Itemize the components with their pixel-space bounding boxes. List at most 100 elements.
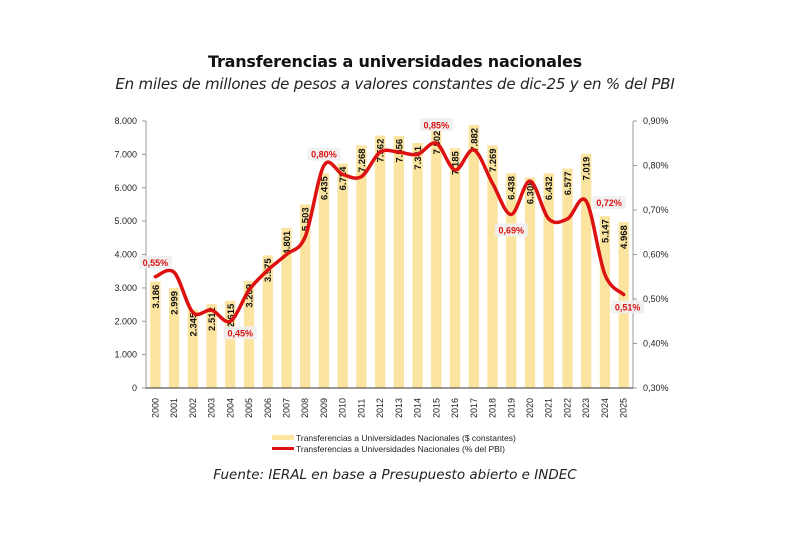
legend-item-bars: Transferencias a Universidades Nacionale… [272,432,516,443]
y-left-tick-label: 5.000 [114,216,137,226]
x-tick-label-2014: 2014 [413,398,423,418]
annotation-box [419,118,453,132]
y-right-tick-label: 0,30% [643,383,669,393]
annotation-box [223,326,257,340]
bar-2003 [206,304,217,388]
bar-2012 [374,135,386,388]
bar-2021 [543,173,554,388]
bar-2007 [281,227,292,388]
bar-value-label-2020: 6.308 [525,180,536,204]
x-tick-label-2007: 2007 [281,398,291,418]
y-left-tick-label: 3.000 [114,283,137,293]
bar-value-label-2001: 2.999 [170,291,181,315]
x-tick-label-2023: 2023 [581,398,591,418]
bar-value-label-2005: 3.209 [245,284,256,308]
bar-value-label-2016: 7.185 [451,150,462,174]
bar-2017 [468,124,479,389]
bar-value-label-2018: 7.269 [488,148,499,172]
bar-value-label-2021: 6.432 [544,176,555,200]
bar-2000 [150,281,161,388]
x-tick-label-2013: 2013 [394,398,404,418]
y-left-tick-label: 0 [132,383,137,393]
bar-2018 [487,145,498,388]
bar-value-label-2010: 6.724 [338,166,349,190]
x-tick-label-2005: 2005 [244,398,254,418]
x-tick-label-2021: 2021 [544,398,554,418]
bar-value-label-2019: 6.438 [507,176,518,200]
bar-value-label-2023: 7.019 [582,157,593,181]
bar-value-label-2002: 2.345 [188,312,199,336]
x-tick-label-2015: 2015 [431,398,441,418]
annotation-label-2015: 0,85% [424,120,450,130]
y-left-tick-label: 1.000 [114,350,137,360]
annotation-box [138,255,172,269]
y-right-tick-label: 0,60% [643,250,669,260]
chart-title: Transferencias a universidades nacionale… [207,52,583,71]
x-tick-label-2020: 2020 [525,398,535,418]
bar-2004 [225,300,236,388]
annotation-label-2004: 0,45% [228,328,254,338]
annotation-box [307,147,341,161]
x-tick-label-2001: 2001 [169,398,179,418]
pbi-line [153,141,626,324]
bar-2006 [262,255,273,388]
annotation-box [611,300,645,314]
bar-value-label-2007: 4.801 [282,230,293,254]
x-tick-label-2006: 2006 [263,398,273,418]
y-left-tick-label: 2.000 [114,316,137,326]
x-tick-label-2004: 2004 [225,398,235,418]
x-tick-label-2017: 2017 [469,398,479,418]
x-tick-label-2024: 2024 [600,398,610,418]
bar-2022 [562,168,573,388]
bar-value-label-2017: 7.882 [469,128,480,152]
bar-value-label-2004: 2.615 [226,303,237,327]
bar-2011 [356,145,367,388]
bar-value-label-2011: 7.268 [357,148,368,172]
x-tick-label-2016: 2016 [450,398,460,418]
x-tick-label-2011: 2011 [356,399,366,418]
bar-2019 [506,173,517,388]
bar-value-label-2009: 6.435 [319,176,330,200]
bar-value-label-2000: 3.186 [151,285,162,309]
x-tick-label-2009: 2009 [319,398,329,418]
x-tick-label-2003: 2003 [207,398,217,418]
x-tick-label-2000: 2000 [150,398,160,418]
bar-2008 [300,204,311,388]
bar-value-label-2025: 4.968 [619,225,630,249]
y-left-tick-label: 4.000 [114,250,137,260]
bar-2013 [393,135,405,388]
bar-2023 [581,153,592,388]
bar-2002 [187,309,198,388]
x-tick-label-2008: 2008 [300,398,310,418]
bar-2016 [449,148,461,388]
legend-label-bars: Transferencias a Universidades Nacionale… [296,432,516,443]
annotation-label-2023: 0,72% [596,198,622,208]
annotation-box [592,196,626,210]
annotation-label-2025: 0,51% [615,303,641,313]
y-left-tick-label: 7.000 [114,149,137,159]
annotation-box [494,223,528,237]
y-right-tick-label: 0,90% [643,116,669,126]
bar-value-label-2022: 6.577 [563,171,574,195]
bar-value-label-2014: 7.341 [413,145,424,169]
legend-item-line: Transferencias a Universidades Nacionale… [272,443,516,454]
y-right-tick-label: 0,70% [643,205,669,215]
x-tick-label-2018: 2018 [488,398,498,418]
bar-value-label-2008: 5.503 [301,207,312,231]
y-right-tick-label: 0,80% [643,161,669,171]
x-tick-label-2025: 2025 [619,398,629,418]
bar-value-label-2024: 5.147 [600,219,611,243]
chart-source: Fuente: IERAL en base a Presupuesto abie… [213,467,577,483]
bar-2020 [524,177,536,388]
x-tick-label-2010: 2010 [338,398,348,418]
x-tick-label-2019: 2019 [506,398,516,418]
bar-2014 [412,142,423,388]
x-tick-label-2022: 2022 [562,398,572,418]
legend-swatch-line [272,447,294,450]
x-tick-label-2002: 2002 [188,398,198,418]
legend: Transferencias a Universidades Nacionale… [272,432,516,454]
annotation-label-2019: 0,69% [498,225,524,235]
bar-2001 [168,287,180,388]
y-right-tick-label: 0,50% [643,294,669,304]
